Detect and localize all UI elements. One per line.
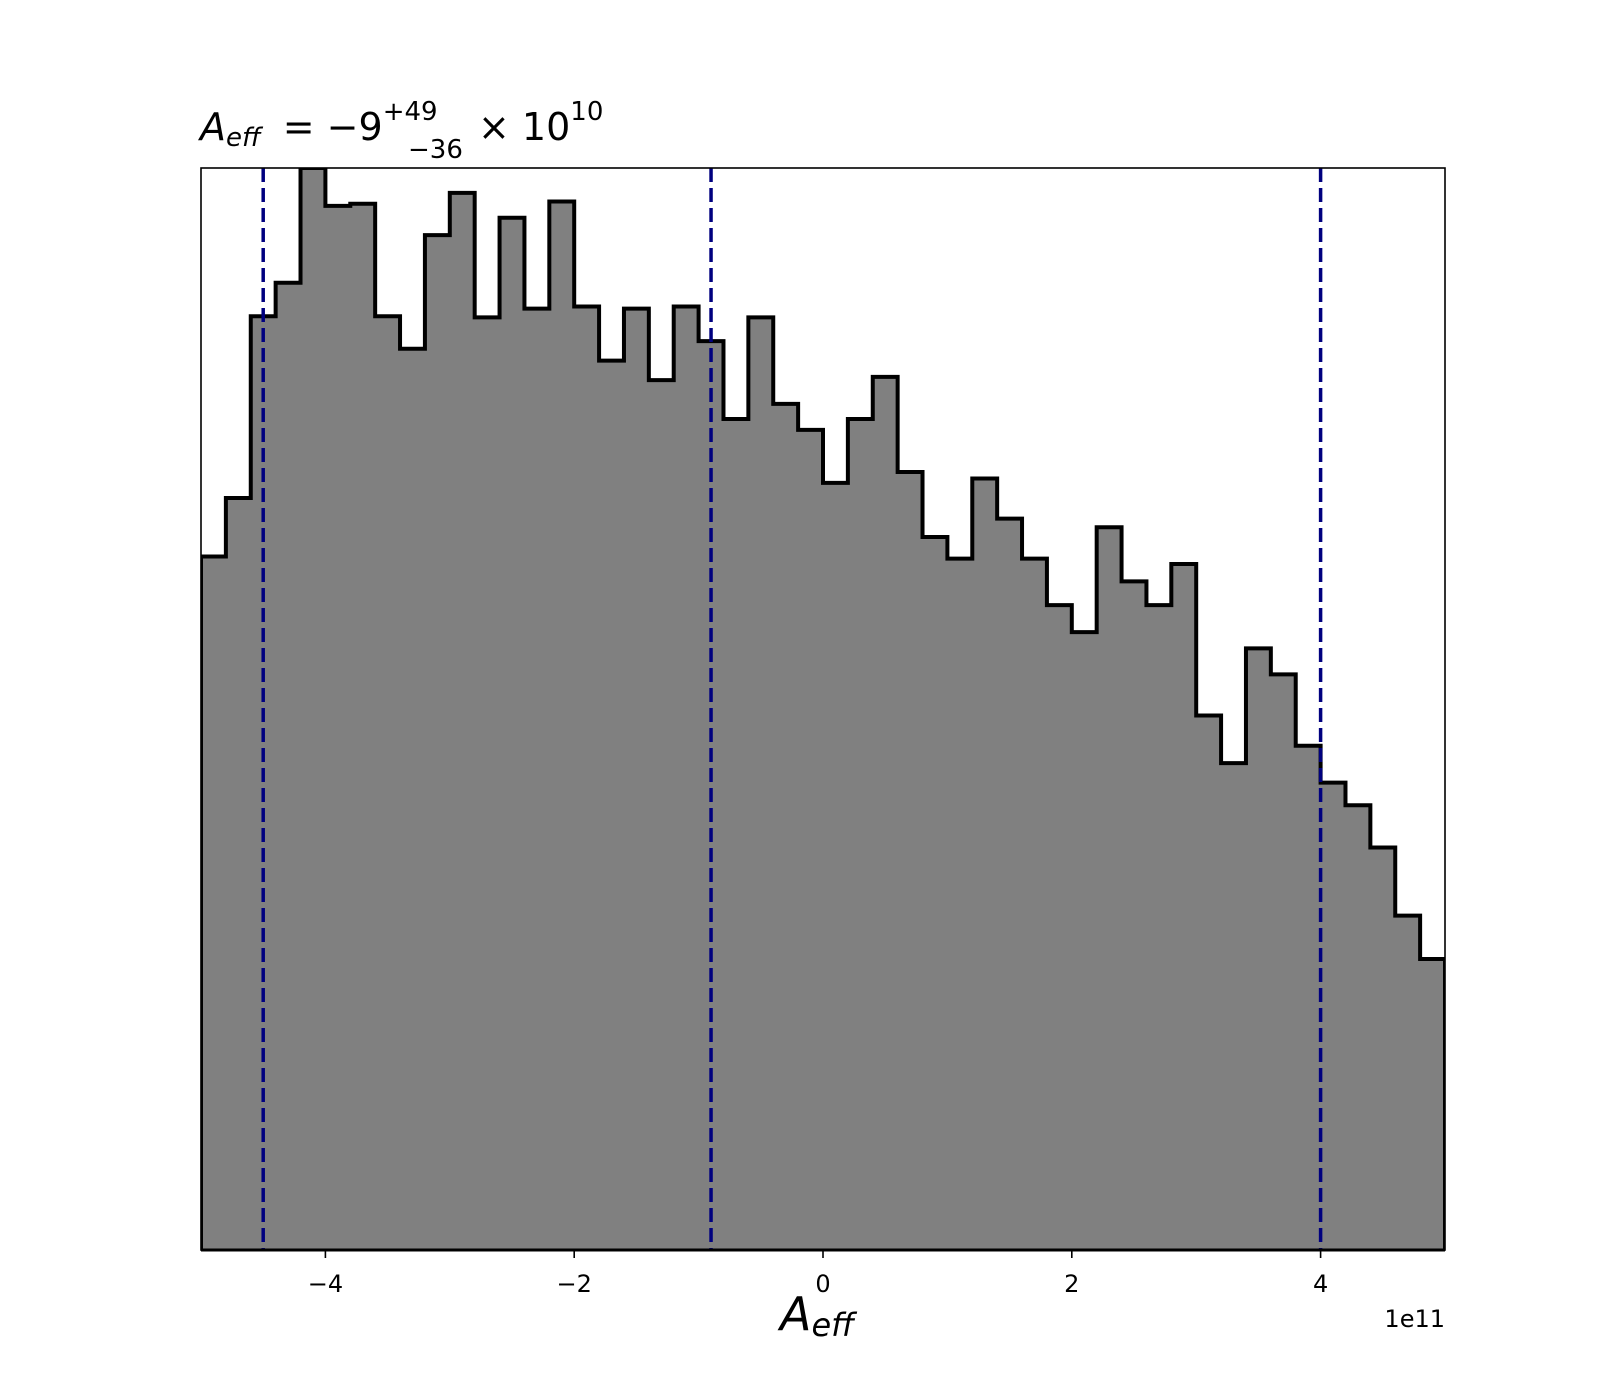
histogram-bar <box>499 217 526 1250</box>
histogram-bar <box>574 306 600 1250</box>
histogram-bar <box>1121 581 1148 1250</box>
chart-title: Aeff = −9+49 −36 × 1010 <box>197 97 603 165</box>
histogram-bar <box>1420 958 1445 1250</box>
xlabel-symbol: A <box>777 1287 811 1341</box>
histogram-bar <box>1196 715 1222 1250</box>
histogram-bar <box>1245 648 1272 1250</box>
histogram-bar <box>350 203 376 1250</box>
histogram-bar <box>1146 605 1172 1250</box>
histogram-bar <box>947 558 973 1250</box>
histogram-bar <box>599 360 625 1250</box>
title-symbol: A <box>197 105 226 149</box>
histogram-bar <box>300 168 326 1250</box>
histogram-bar <box>375 316 401 1250</box>
histogram-bar <box>524 308 550 1250</box>
histogram-bar <box>872 376 899 1250</box>
histogram-bar <box>225 498 252 1250</box>
histogram-bar <box>1022 558 1048 1250</box>
histogram-bar <box>972 478 998 1250</box>
title-upper-error: +49 <box>383 97 438 127</box>
histogram-bar <box>1370 847 1396 1250</box>
histogram-bar <box>922 536 948 1250</box>
histogram-bar <box>1071 632 1098 1250</box>
title-equals: = −9 <box>283 105 383 149</box>
title-lower-error: −36 <box>408 135 463 165</box>
x-axis-offset-label: 1e11 <box>1384 1305 1445 1333</box>
histogram-bar <box>997 518 1023 1250</box>
x-tick-label: −4 <box>308 1270 343 1298</box>
histogram-bar <box>823 482 849 1250</box>
histogram-bar <box>1345 805 1371 1250</box>
histogram-bar <box>648 380 675 1250</box>
histogram-bar <box>798 429 824 1250</box>
xlabel-symbol-sub: eff <box>811 1306 858 1344</box>
histogram-bar <box>773 403 799 1250</box>
title-times: × 10 <box>478 105 570 149</box>
histogram-bar <box>1221 763 1247 1250</box>
title-symbol-sub: eff <box>226 123 264 153</box>
histogram-bar <box>1395 915 1421 1250</box>
histogram-bar <box>275 282 302 1250</box>
histogram-bar <box>549 201 575 1250</box>
histogram-bar <box>1171 564 1197 1250</box>
histogram-bar <box>1046 605 1073 1250</box>
histogram-bar <box>424 235 451 1250</box>
histogram-outline <box>201 168 1445 1250</box>
histogram-bar <box>449 192 476 1250</box>
x-axis-label: Aeff <box>777 1287 858 1344</box>
histogram-bar <box>325 205 351 1250</box>
histogram-bar <box>1270 674 1297 1250</box>
histogram-bar <box>847 419 874 1250</box>
histogram-bar <box>201 556 227 1250</box>
histogram-bar <box>400 348 426 1250</box>
histogram-bar <box>474 317 501 1250</box>
plot-area <box>200 167 1446 1252</box>
histogram-bar <box>623 308 650 1250</box>
histogram-bar <box>723 419 749 1250</box>
x-tick-label: 0 <box>815 1270 830 1298</box>
histogram-bar <box>1295 745 1322 1250</box>
x-tick-label: 4 <box>1313 1270 1328 1298</box>
histogram-bar <box>897 472 924 1250</box>
histogram-bars <box>201 168 1445 1250</box>
x-axis: −4 −2 0 2 4 <box>308 1250 1328 1298</box>
histogram-bar <box>1320 782 1347 1250</box>
histogram-bar <box>1096 527 1123 1250</box>
histogram-bar <box>748 317 774 1250</box>
x-tick-label: 2 <box>1064 1270 1079 1298</box>
histogram-bar <box>673 306 700 1250</box>
x-tick-label: −2 <box>557 1270 592 1298</box>
title-exponent: 10 <box>570 97 603 127</box>
